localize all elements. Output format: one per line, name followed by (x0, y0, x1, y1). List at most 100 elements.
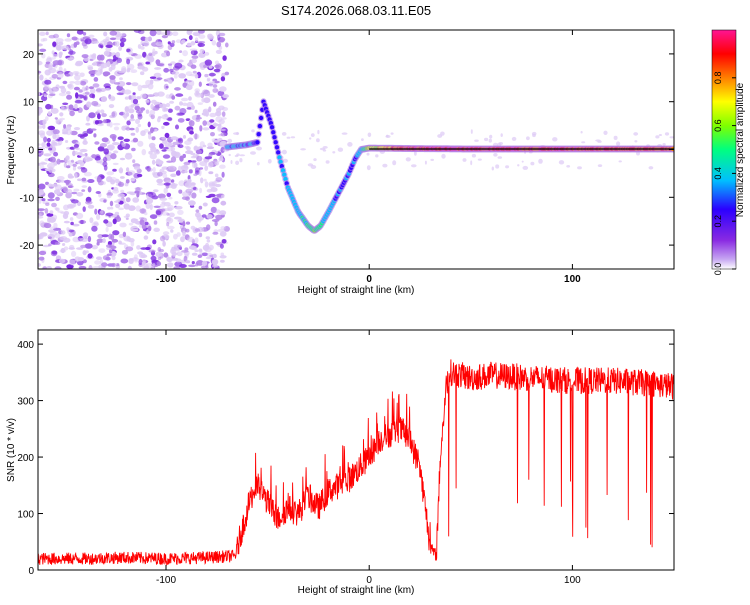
noise-speckle (106, 244, 112, 248)
noise-speckle (163, 67, 170, 73)
noise-speckle (147, 83, 154, 90)
noise-speckle (184, 170, 188, 174)
faint-speckle (477, 158, 482, 161)
noise-speckle (182, 221, 186, 227)
noise-speckle (128, 108, 135, 114)
noise-speckle (170, 156, 177, 163)
faint-speckle (286, 136, 291, 139)
noise-speckle (93, 133, 97, 138)
noise-speckle (143, 235, 149, 240)
noise-speckle (38, 213, 42, 217)
noise-speckle (156, 261, 162, 267)
noise-speckle (219, 255, 227, 259)
noise-speckle (113, 82, 121, 85)
noise-speckle (76, 30, 84, 35)
faint-speckle (267, 159, 272, 164)
curve-point (276, 150, 281, 155)
noise-speckle (152, 166, 156, 173)
faint-speckle (375, 154, 379, 158)
noise-speckle (206, 214, 213, 219)
noise-speckle (136, 192, 140, 198)
noise-speckle (60, 105, 65, 109)
noise-speckle (68, 233, 73, 237)
noise-speckle (59, 236, 68, 241)
noise-speckle (88, 265, 93, 269)
noise-speckle (150, 127, 154, 134)
noise-speckle (80, 166, 86, 170)
noise-speckle (206, 146, 215, 150)
noise-speckle (75, 147, 80, 151)
noise-speckle (119, 157, 126, 161)
noise-speckle (214, 80, 220, 84)
noise-speckle (106, 176, 113, 183)
noise-speckle (38, 183, 46, 190)
noise-speckle (69, 81, 75, 84)
noise-speckle (127, 170, 136, 176)
noise-speckle (174, 248, 180, 252)
noise-speckle (62, 102, 69, 106)
noise-speckle (76, 192, 84, 197)
noise-speckle (51, 250, 58, 255)
noise-speckle (71, 36, 78, 41)
noise-speckle (85, 85, 89, 91)
noise-speckle (119, 41, 125, 48)
noise-speckle (165, 94, 170, 99)
noise-speckle (52, 129, 60, 135)
noise-speckle (217, 123, 222, 127)
noise-speckle (177, 209, 184, 215)
faint-speckle (392, 160, 397, 166)
noise-speckle (130, 132, 136, 136)
y-tick-label: 200 (17, 453, 34, 464)
noise-speckle (202, 108, 210, 114)
noise-speckle (197, 42, 205, 47)
noise-speckle (57, 72, 64, 79)
faint-speckle (367, 132, 372, 138)
faint-speckle (648, 166, 654, 170)
noise-speckle (187, 236, 194, 243)
noise-speckle (199, 48, 205, 54)
noise-speckle (38, 263, 41, 267)
noise-speckle (127, 265, 132, 269)
noise-speckle (134, 254, 138, 260)
noise-speckle (215, 49, 222, 55)
noise-speckle (204, 59, 213, 66)
noise-speckle (47, 198, 55, 202)
faint-speckle (430, 158, 435, 161)
noise-speckle (56, 158, 61, 165)
noise-speckle (86, 157, 93, 162)
noise-speckle (110, 153, 117, 160)
noise-speckle (104, 88, 111, 91)
faint-speckle (566, 165, 571, 168)
noise-speckle (69, 110, 75, 117)
noise-speckle (38, 189, 45, 196)
noise-speckle (69, 244, 75, 249)
noise-speckle (137, 140, 144, 147)
noise-speckle (221, 111, 226, 117)
noise-speckle (212, 140, 220, 143)
noise-speckle (102, 238, 106, 244)
noise-speckle (96, 256, 102, 261)
noise-speckle (55, 44, 62, 51)
noise-speckle (155, 41, 163, 47)
noise-speckle (213, 122, 217, 127)
curve-point (274, 145, 280, 150)
noise-speckle (198, 248, 203, 252)
noise-speckle (74, 74, 81, 81)
faint-speckle (234, 154, 239, 158)
noise-speckle (127, 205, 136, 212)
noise-speckle (58, 119, 63, 123)
noise-speckle (81, 189, 86, 192)
noise-speckle (119, 222, 127, 228)
noise-speckle (219, 231, 227, 237)
noise-speckle (119, 242, 126, 245)
noise-speckle (47, 125, 56, 131)
noise-speckle (156, 77, 163, 80)
y-tick-label: 20 (23, 50, 35, 61)
noise-speckle (44, 208, 49, 214)
noise-speckle (159, 203, 165, 208)
noise-speckle (91, 54, 96, 60)
faint-speckle (300, 148, 306, 151)
y-tick-label: -10 (20, 193, 35, 204)
noise-speckle (151, 172, 156, 176)
noise-speckle (133, 30, 142, 33)
